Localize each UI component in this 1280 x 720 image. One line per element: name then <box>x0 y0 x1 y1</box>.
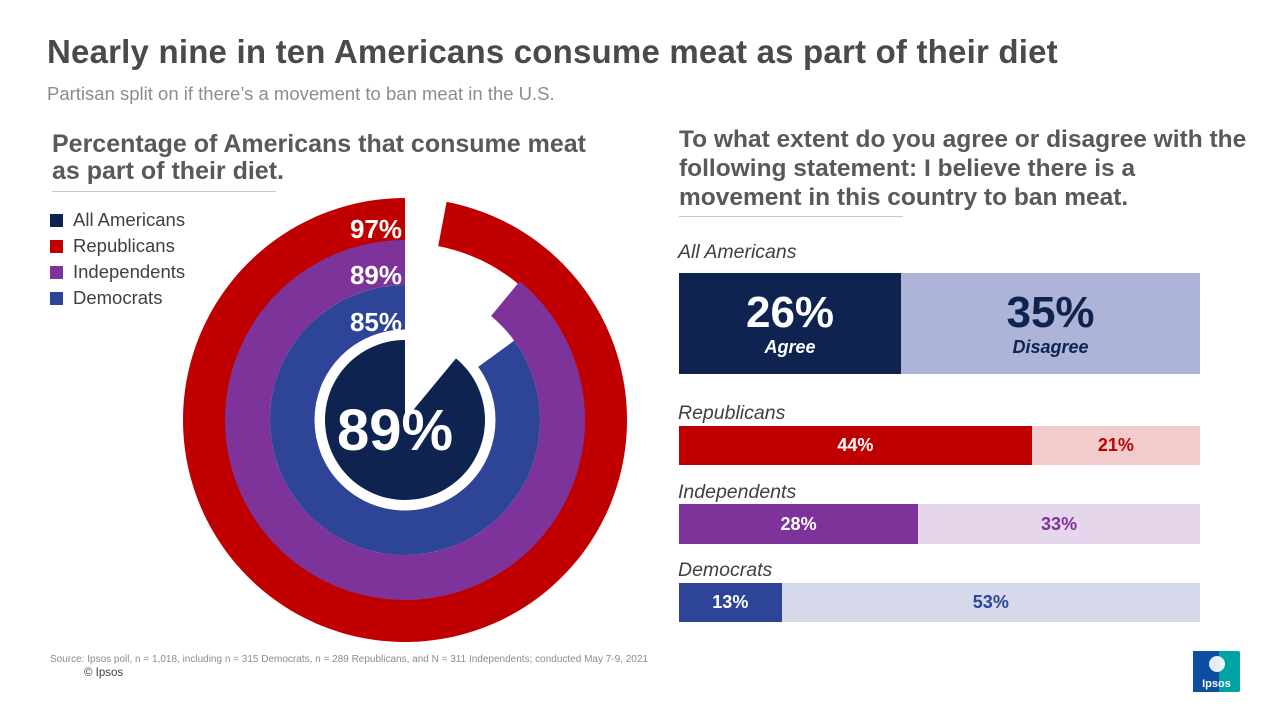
bar-independents: 28% 33% <box>679 504 1200 544</box>
value-agree-republicans: 44% <box>837 435 874 455</box>
legend-label-independents: Independents <box>73 261 186 282</box>
group-label-republicans: Republicans <box>678 402 786 424</box>
value-agree-democrats: 13% <box>712 592 749 612</box>
donut-title-divider <box>52 191 276 192</box>
bar-agree-all-americans: 26% Agree <box>679 273 902 374</box>
legend-item-independents: Independents <box>50 259 185 285</box>
legend-swatch-republicans <box>50 239 63 253</box>
label-all-americans: 89% <box>337 398 453 463</box>
donut-chart-title: Percentage of Americans that consume mea… <box>52 130 586 185</box>
bar-all-americans: 26% Agree 35% Disagree <box>679 273 1200 374</box>
copyright: © Ipsos <box>84 667 124 679</box>
slide-title: Nearly nine in ten Americans consume mea… <box>47 33 1058 70</box>
center-outline <box>314 329 496 511</box>
label-democrats: 85% <box>350 307 402 337</box>
ring-democrats <box>270 285 541 555</box>
legend-item-republicans: Republicans <box>50 233 185 259</box>
value-disagree-democrats: 53% <box>972 592 1009 612</box>
label-agree: Agree <box>764 336 816 357</box>
bar-republicans: 44% 21% <box>679 426 1200 465</box>
bar-disagree-republicans: 21% <box>1031 426 1200 465</box>
source-note: Source: Ipsos poll, n = 1,018, including… <box>50 654 648 665</box>
value-disagree-independents: 33% <box>1041 513 1078 534</box>
bar-disagree-democrats: 53% <box>781 583 1200 622</box>
label-independents: 89% <box>350 260 402 290</box>
value-disagree-all-americans: 35% <box>1006 287 1095 337</box>
legend-item-democrats: Democrats <box>50 285 185 311</box>
slide-subtitle: Partisan split on if there’s a movement … <box>47 83 555 104</box>
bar-democrats: 13% 53% <box>679 583 1200 622</box>
label-disagree: Disagree <box>1012 336 1089 357</box>
legend-swatch-democrats <box>50 291 63 305</box>
legend-swatch-independents <box>50 265 63 279</box>
group-label-independents: Independents <box>678 481 797 503</box>
label-republicans: 97% <box>350 214 402 244</box>
bar-agree-republicans: 44% <box>679 426 1032 465</box>
question-divider <box>679 216 903 217</box>
group-label-all-americans: All Americans <box>678 241 797 263</box>
bar-agree-independents: 28% <box>679 504 919 544</box>
legend-swatch-all-americans <box>50 213 63 227</box>
radial-bar-chart: 97% 89% 85% 89% <box>183 198 628 642</box>
center-all-americans <box>324 340 485 500</box>
legend-label-democrats: Democrats <box>73 287 163 308</box>
value-agree-all-americans: 26% <box>745 287 835 337</box>
bar-disagree-independents: 33% <box>918 504 1200 544</box>
ipsos-logo: Ipsos <box>1193 651 1240 692</box>
logo-text: Ipsos <box>1202 678 1231 690</box>
bar-disagree-all-americans: 35% Disagree <box>901 273 1200 374</box>
legend-item-all-americans: All Americans <box>50 207 185 233</box>
bar-chart-question: To what extent do you agree or disagree … <box>679 126 1247 211</box>
legend-label-republicans: Republicans <box>73 235 175 256</box>
value-agree-independents: 28% <box>780 513 817 534</box>
value-disagree-republicans: 21% <box>1097 435 1134 455</box>
bar-agree-democrats: 13% <box>679 583 782 622</box>
legend-label-all-americans: All Americans <box>73 209 186 230</box>
group-label-democrats: Democrats <box>678 559 773 581</box>
donut-legend: All Americans Republicans Independents D… <box>50 207 185 311</box>
